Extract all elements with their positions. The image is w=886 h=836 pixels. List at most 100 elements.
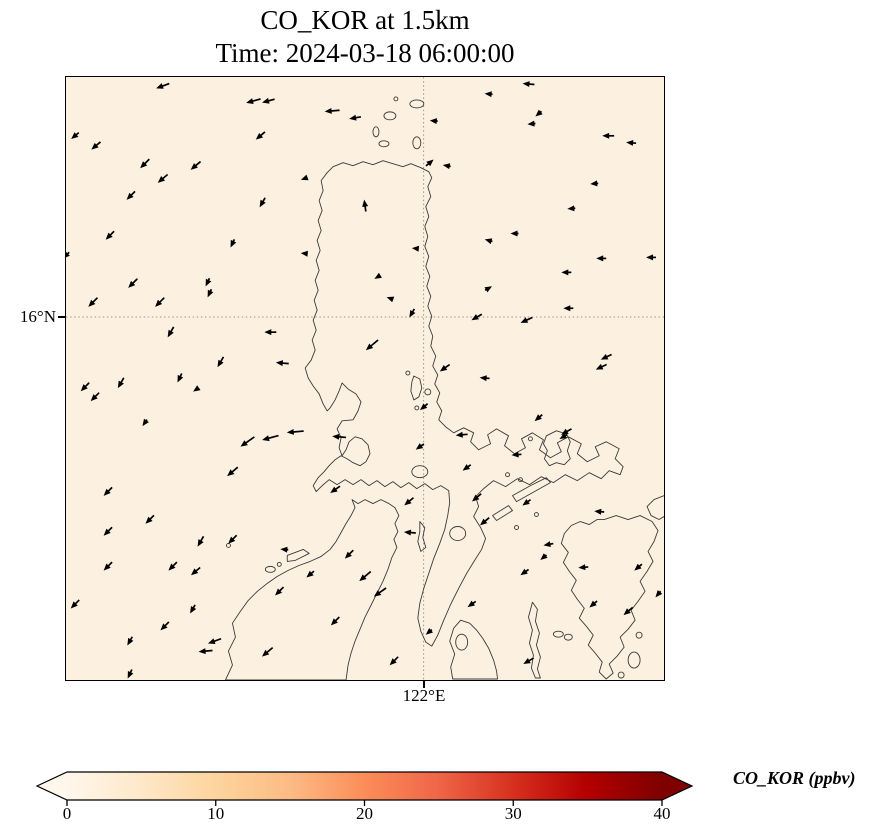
wind-arrow [66,251,70,259]
wind-arrow [205,277,212,287]
wind-arrow [590,180,599,187]
wind-arrow [127,669,134,679]
colorbar-body [35,771,694,801]
wind-arrow [332,433,347,440]
wind-arrow [467,600,477,608]
wind-arrow [255,131,266,140]
wind-arrow [155,297,165,307]
wind-arrow [128,278,138,288]
wind-arrow [330,616,340,626]
wind-arrow [623,606,634,616]
wind-arrow [419,403,429,411]
colorbar-tick-20: 20 [356,804,373,823]
wind-arrow [365,339,379,351]
wind-arrow [198,648,213,655]
wind-arrow [167,326,175,338]
wind-arrow [262,97,275,104]
wind-arrow [190,566,201,576]
wind-arrow [324,107,340,114]
wind-arrow [157,173,169,183]
colorbar-tick-40: 40 [653,804,671,823]
wind-arrow [634,563,643,571]
wind-arrow [227,466,239,477]
wind-arrow [264,329,277,336]
wind-arrow [561,428,572,435]
wind-arrow [409,308,416,318]
colorbar-tick-0: 0 [62,804,72,823]
wind-arrow [520,568,530,576]
x-axis-tick-mark [423,681,425,688]
wind-arrow [472,493,482,502]
wind-arrow [207,637,222,644]
wind-arrow [527,120,536,127]
wind-arrow [540,553,548,560]
wind-arrow [262,434,279,442]
wind-arrow [520,316,533,323]
wind-arrow [386,296,395,303]
wind-arrow [261,646,274,657]
wind-arrow [156,82,170,89]
wind-arrow [471,313,483,321]
wind-arrow [88,297,99,307]
wind-arrow [411,245,420,252]
colorbar-tick-10: 10 [207,804,225,823]
wind-arrow [228,534,238,544]
wind-arrow [140,158,150,169]
map-svg [66,77,664,680]
wind-arrow [105,230,115,240]
wind-arrow [425,627,433,635]
wind-arrow [578,564,589,571]
wind-arrow [246,98,261,104]
wind-arrow [362,199,369,212]
wind-arrow [280,546,289,553]
wind-arrow [543,541,554,548]
wind-arrow [415,443,425,450]
x-axis-tick-label: 122°E [402,686,446,705]
wind-arrow [484,91,493,98]
colorbar-axis-label: CO_KOR (ppbv) [733,768,856,788]
wind-arrow [484,238,493,245]
wind-arrow [306,570,315,578]
wind-arrow [190,160,202,170]
wind-arrow [177,373,184,383]
wind-arrow [559,432,568,440]
wind-arrow [389,656,399,666]
wind-arrow [275,360,289,367]
wind-arrow [286,428,304,435]
wind-arrow [240,436,255,447]
wind-arrow [300,250,308,257]
wind-arrow [510,230,519,237]
wind-arrow [561,269,572,276]
wind-arrow [442,163,451,170]
wind-arrow [91,141,102,150]
wind-arrow [197,535,205,547]
wind-arrow [404,497,414,506]
wind-arrow [439,363,451,372]
wind-arrow [145,514,155,524]
wind-arrow [534,414,543,422]
wind-arrow [71,131,80,140]
wind-arrow [479,375,490,382]
wind-arrow [600,353,612,360]
y-axis-tick-label: 16°N [19,307,56,326]
chart-title: CO_KOR at 1.5km [260,5,470,35]
wind-arrow [596,255,607,262]
wind-arrow [455,431,468,438]
wind-arrow [602,132,615,139]
wind-arrow [217,356,225,368]
wind-arrow [429,118,438,125]
wind-arrow [484,286,493,293]
wind-arrow [480,517,490,526]
wind-arrow [522,81,535,88]
wind-arrow [275,586,285,596]
map-plot-area[interactable] [65,76,665,681]
wind-arrow [567,205,576,212]
chart-subtitle: Time: 2024-03-18 06:00:00 [215,37,515,68]
wind-arrow [117,377,125,389]
wind-arrow [142,418,149,427]
wind-arrow [103,486,113,496]
wind-arrow [646,254,657,261]
wind-arrow [462,464,472,471]
wind-arrow [126,190,136,200]
